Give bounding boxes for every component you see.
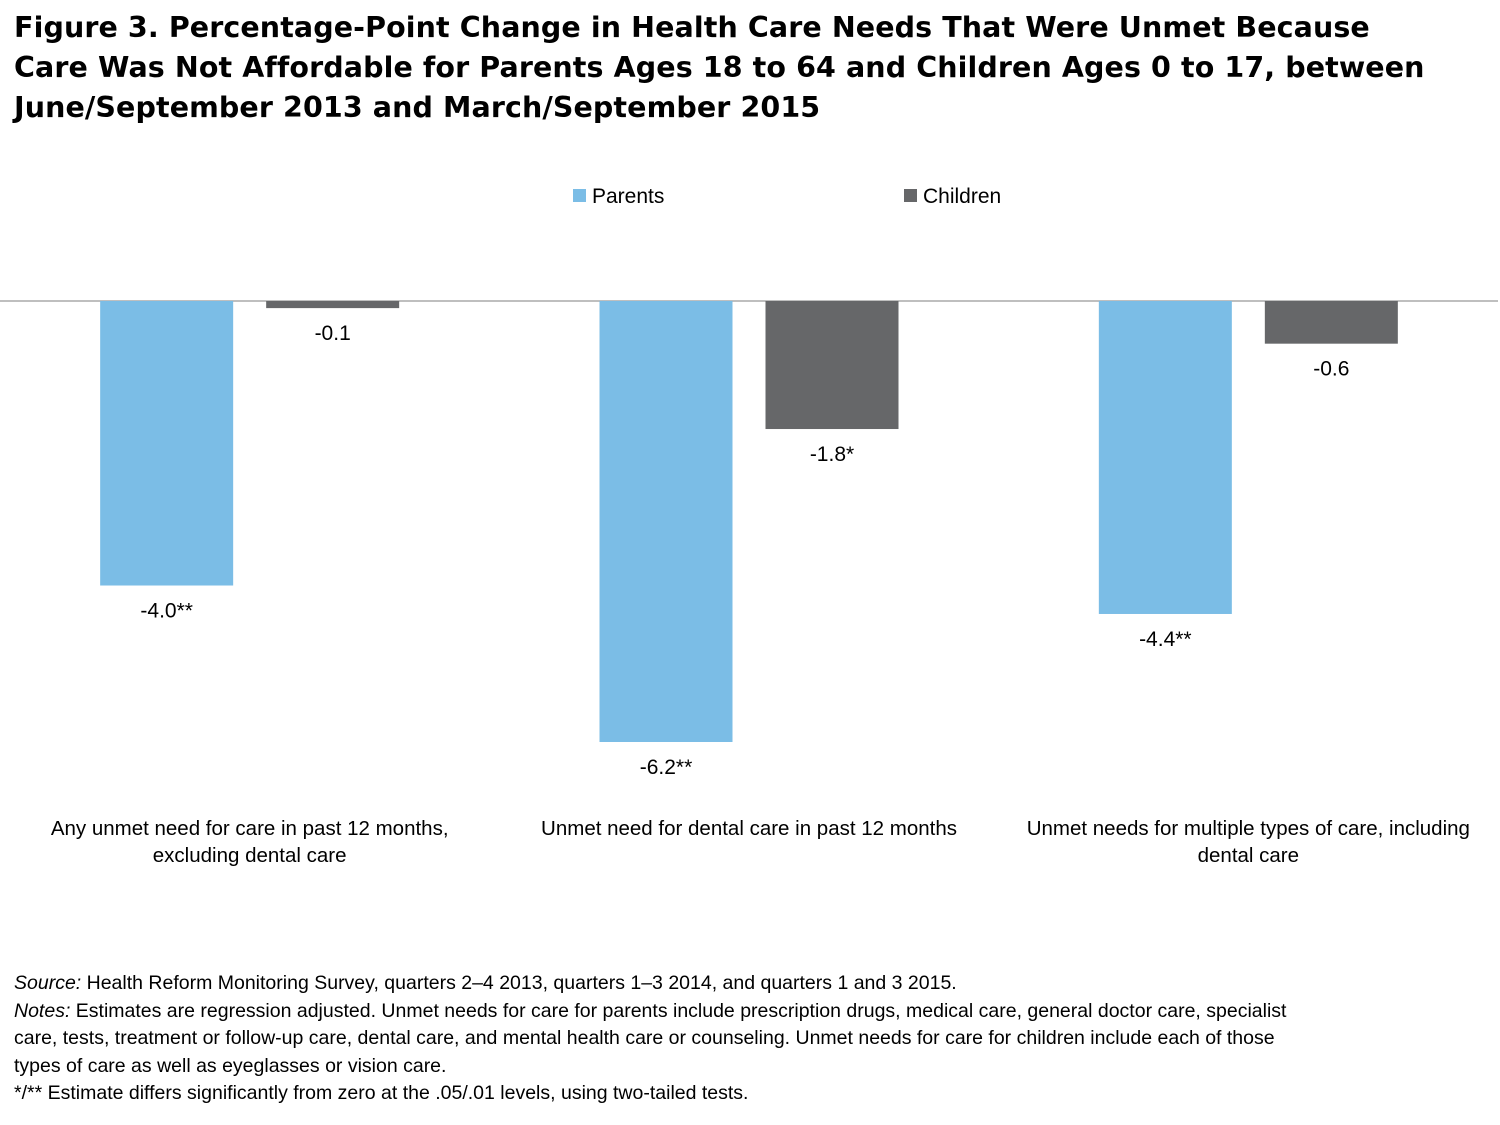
- significance-note: */** Estimate differs significantly from…: [14, 1082, 749, 1104]
- data-label-parents: -4.0**: [140, 600, 193, 623]
- bar-children: [266, 301, 400, 309]
- data-label-children: -1.8*: [810, 443, 854, 466]
- category-label: excluding dental care: [153, 844, 347, 867]
- bar-parents: [599, 301, 733, 742]
- bar-chart: -4.0** -0.1 Any unmet need for care in pas…: [0, 185, 1498, 867]
- notes-line: Notes: Estimates are regression adjusted…: [14, 998, 1484, 1026]
- notes-line: care, tests, treatment or follow-up care…: [14, 1027, 1275, 1049]
- category-label: Unmet need for dental care in past 12 mo…: [541, 817, 957, 840]
- data-label-parents: -6.2**: [640, 756, 693, 779]
- legend-swatch-children: [904, 189, 917, 202]
- title-line: Care Was Not Affordable for Parents Ages…: [14, 51, 1425, 84]
- source-text: Health Reform Monitoring Survey, quarter…: [81, 972, 957, 994]
- notes-text: Estimates are regression adjusted. Unmet…: [70, 999, 1287, 1022]
- data-label-children: -0.6: [1313, 358, 1349, 381]
- source-label: Source:: [14, 972, 82, 994]
- category-label: Unmet needs for multiple types of care, …: [1027, 817, 1470, 840]
- notes-line: types of care as well as eyeglasses or v…: [14, 1054, 447, 1077]
- title-line: Figure 3. Percentage-Point Change in Hea…: [14, 11, 1370, 44]
- data-label-children: -0.1: [315, 322, 351, 345]
- category-label: Any unmet need for care in past 12 month…: [51, 817, 449, 840]
- bar-children: [1264, 301, 1398, 344]
- bar-parents: [100, 301, 234, 586]
- footnotes: Source: Health Reform Monitoring Survey,…: [14, 970, 1484, 1108]
- legend-label-parents: Parents: [592, 185, 664, 208]
- data-label-parents: -4.4**: [1139, 628, 1192, 651]
- bar-parents: [1098, 301, 1232, 614]
- legend-label-children: Children: [923, 185, 1001, 208]
- category-label: dental care: [1198, 844, 1299, 867]
- notes-label: Notes:: [14, 999, 71, 1022]
- title-line: June/September 2013 and March/September …: [14, 91, 821, 124]
- chart-title: Figure 3. Percentage-Point Change in Hea…: [14, 8, 1484, 128]
- bar-children: [765, 301, 899, 430]
- source-note: Source: Health Reform Monitoring Survey,…: [14, 970, 1484, 998]
- legend-swatch-parents: [573, 189, 586, 202]
